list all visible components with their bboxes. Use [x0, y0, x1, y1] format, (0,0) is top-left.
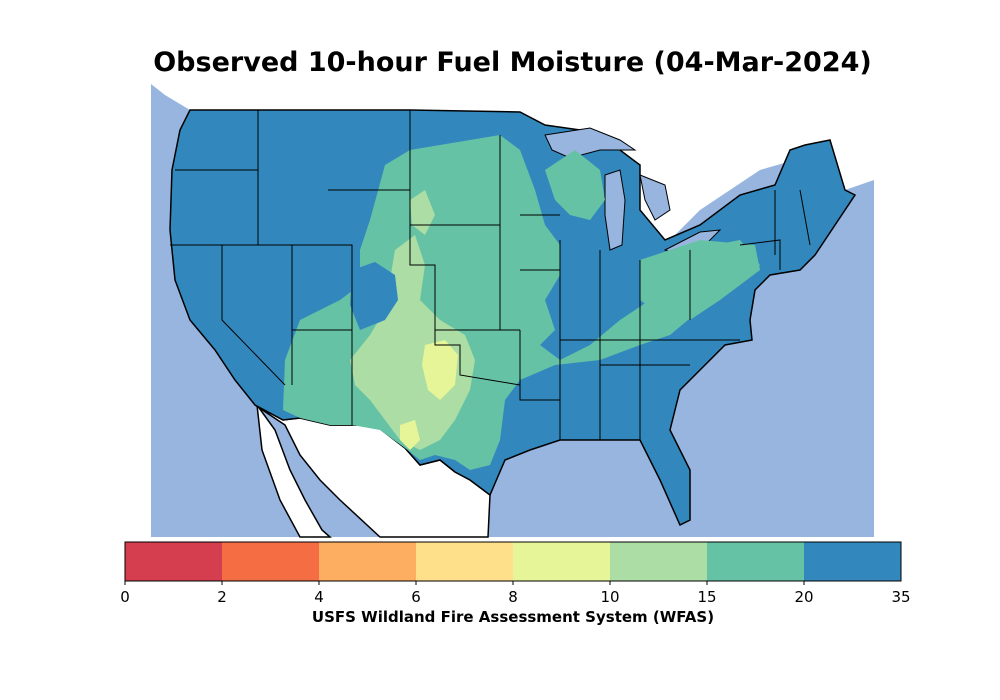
lake-huron	[639, 174, 671, 221]
colorbar-tick-label: 10	[600, 588, 620, 606]
canada-land	[151, 84, 874, 250]
colorbar-tick-label: 8	[508, 588, 518, 606]
colorbar-tick-label: 15	[697, 588, 717, 606]
colorbar-tick-label: 0	[120, 588, 130, 606]
colorbar-frame	[124, 541, 902, 582]
colorbar-bin-10-15	[610, 542, 708, 581]
colorbar-bin-0-2	[125, 542, 223, 581]
lake-superior	[544, 127, 637, 159]
baja-land	[255, 402, 332, 538]
moisture-zone-15-20-ohio	[640, 240, 760, 320]
colorbar-tick-label: 6	[411, 588, 421, 606]
moisture-zone-10-15-north	[410, 190, 435, 235]
colorbar-tick-label: 20	[794, 588, 814, 606]
colorbar-tick-label: 2	[217, 588, 227, 606]
colorbar-bin-20-35	[804, 542, 902, 581]
colorbar-bin-8-10	[513, 542, 611, 581]
colorbar-tick-label: 4	[314, 588, 324, 606]
colorbar-tick-label: 35	[891, 588, 911, 606]
colorbar	[124, 542, 902, 585]
colorbar-bin-15-20	[707, 542, 805, 581]
colorbar-label: USFS Wildland Fire Assessment System (WF…	[311, 608, 715, 626]
map-title: Observed 10-hour Fuel Moisture (04-Mar-2…	[153, 47, 872, 78]
colorbar-bin-2-4	[222, 542, 320, 581]
colorbar-bin-6-8	[416, 542, 514, 581]
state-borders	[170, 110, 811, 440]
moisture-zone-8-10-b	[400, 420, 420, 450]
moisture-zone-15-20-midwest	[545, 150, 605, 220]
moisture-zone-20-35-rockies	[350, 262, 398, 330]
colorbar-bin-4-6	[319, 542, 417, 581]
lake-michigan	[604, 169, 626, 251]
moisture-zone-8-10	[422, 340, 458, 400]
